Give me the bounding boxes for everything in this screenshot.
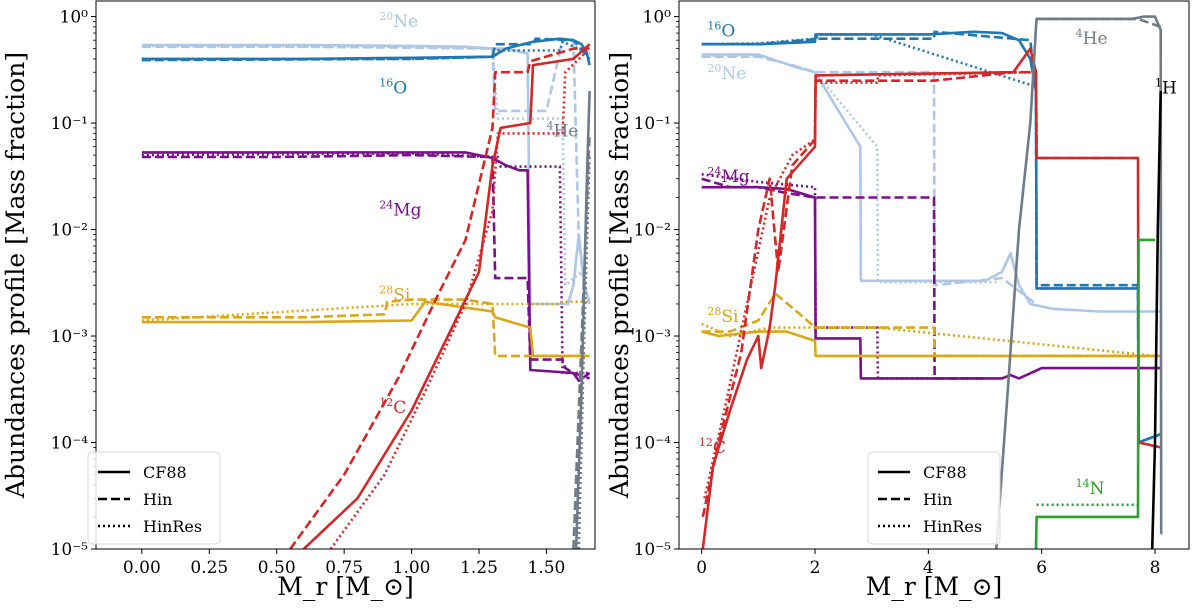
x-tick-label: 6 <box>1036 558 1047 578</box>
series-c12-hin <box>701 70 1138 518</box>
legend-label-hinres: HinRes <box>143 517 202 536</box>
x-tick-label: 1.50 <box>528 558 566 578</box>
x-tick-label: 0.50 <box>258 558 296 578</box>
series-mg24-cf88 <box>141 151 591 383</box>
plot-frame <box>95 0 596 550</box>
series-ne20-cf88 <box>701 53 1161 313</box>
annotation-he4: 4He <box>1076 27 1108 49</box>
series-si28-hinres <box>701 322 1156 358</box>
series-c12-hin <box>289 47 590 549</box>
series-group <box>141 37 591 549</box>
x-tick-label: 0.75 <box>325 558 363 578</box>
legend: CF88 Hin HinRes <box>87 451 221 545</box>
series-si28-hinres <box>141 300 590 322</box>
legend-label-hin: Hin <box>143 490 172 509</box>
annotation-mg24: 24Mg <box>379 199 421 221</box>
x-tick-label: 0.00 <box>123 558 161 578</box>
annotation-si28: 28Si <box>379 284 411 306</box>
series-o16-hin <box>701 30 1162 444</box>
legend-box <box>87 451 221 545</box>
annotation-ne20: 20Ne <box>707 62 746 84</box>
annotation-si28: 28Si <box>707 305 739 327</box>
annotation-c12: 12C <box>379 396 406 418</box>
y-tick-label: 10⁻⁴ <box>51 434 89 454</box>
series-h1-cf88 <box>1150 90 1162 549</box>
annotation-ne20: 20Ne <box>379 10 418 32</box>
y-axis-title: Abundances profile [Mass fraction] <box>605 52 634 499</box>
panel-right: 0 2 4 6 8 10⁻⁵ 10⁻⁴ 10⁻³ 10⁻² 10⁻¹ 10⁰ M_r [M_⊙] Abu… <box>605 0 1190 601</box>
y-tick-label: 10⁻⁴ <box>634 434 672 454</box>
x-tick-label: 4 <box>923 558 934 578</box>
annotation-h1: 1H <box>1155 76 1177 98</box>
series-he4-cf88 <box>995 15 1163 549</box>
legend-box <box>867 451 1001 545</box>
annotation-o16: 16O <box>379 76 407 98</box>
y-tick-label: 10⁻⁵ <box>634 540 672 560</box>
series-o16-hinres <box>141 40 591 61</box>
y-tick-label: 10⁻¹ <box>51 114 88 134</box>
y-tick-label: 10⁻² <box>634 221 671 241</box>
y-axis-title: Abundances profile [Mass fraction] <box>1 52 30 499</box>
y-tick-label: 10⁻¹ <box>634 114 671 134</box>
x-axis-title: M_r [M_⊙] <box>866 572 1003 601</box>
series-mg24-hinres <box>701 173 985 380</box>
series-si28-cf88 <box>141 300 590 358</box>
series-si28-cf88 <box>701 330 1161 358</box>
x-tick-label: 2 <box>810 558 821 578</box>
series-mg24-hinres <box>141 152 590 375</box>
y-tick-label: 10⁰ <box>60 8 89 28</box>
y-tick-label: 10⁻³ <box>51 327 88 347</box>
x-tick-label: 1.00 <box>393 558 431 578</box>
series-o16-cf88 <box>701 30 1162 444</box>
series-group <box>701 15 1163 549</box>
series-mg24-hin <box>701 177 985 380</box>
series-ne20-hinres <box>141 44 591 305</box>
annotation-he4: 4He <box>546 119 578 141</box>
y-tick-label: 10⁻² <box>51 221 88 241</box>
series-he4-hin <box>1036 17 1162 29</box>
annotation-o16: 16O <box>707 19 735 41</box>
x-tick-label: 0 <box>696 558 707 578</box>
y-tick-label: 10⁻⁵ <box>51 540 89 560</box>
legend-label-hinres: HinRes <box>923 517 982 536</box>
series-mg24-hin <box>141 153 591 380</box>
legend: CF88 Hin HinRes <box>867 451 1001 545</box>
x-tick-label: 1.25 <box>460 558 498 578</box>
legend-label-cf88: CF88 <box>143 463 187 482</box>
annotation-mg24: 24Mg <box>707 165 749 187</box>
y-tick-label: 10⁻³ <box>634 327 671 347</box>
annotation-n14: 14N <box>1076 477 1105 499</box>
series-ne20-hin <box>141 38 591 305</box>
legend-label-cf88: CF88 <box>923 463 967 482</box>
series-c12-cf88 <box>302 43 591 549</box>
x-axis-title: M_r [M_⊙] <box>277 572 414 601</box>
series-c12-hinres <box>329 47 591 549</box>
series-n14-cf88 <box>1034 238 1155 549</box>
series-he4-hinres <box>577 155 591 549</box>
x-tick-label: 8 <box>1150 558 1161 578</box>
y-tick-label: 10⁰ <box>643 8 672 28</box>
x-tick-label: 0.25 <box>190 558 228 578</box>
series-o16-hin <box>141 37 591 62</box>
annotation-c12: 12C <box>699 436 726 458</box>
series-ne20-hin <box>701 55 1037 306</box>
series-c12-hinres <box>703 70 1037 499</box>
panel-left: 0.00 0.25 0.50 0.75 1.00 1.25 1.50 10⁻⁵ 10⁻⁴ 10⁻³… <box>1 0 596 601</box>
plot-frame <box>678 0 1190 550</box>
legend-label-hin: Hin <box>923 490 952 509</box>
series-o16-hinres <box>701 33 1138 290</box>
series-si28-hin <box>141 298 590 358</box>
series-ne20-cf88 <box>141 43 591 306</box>
